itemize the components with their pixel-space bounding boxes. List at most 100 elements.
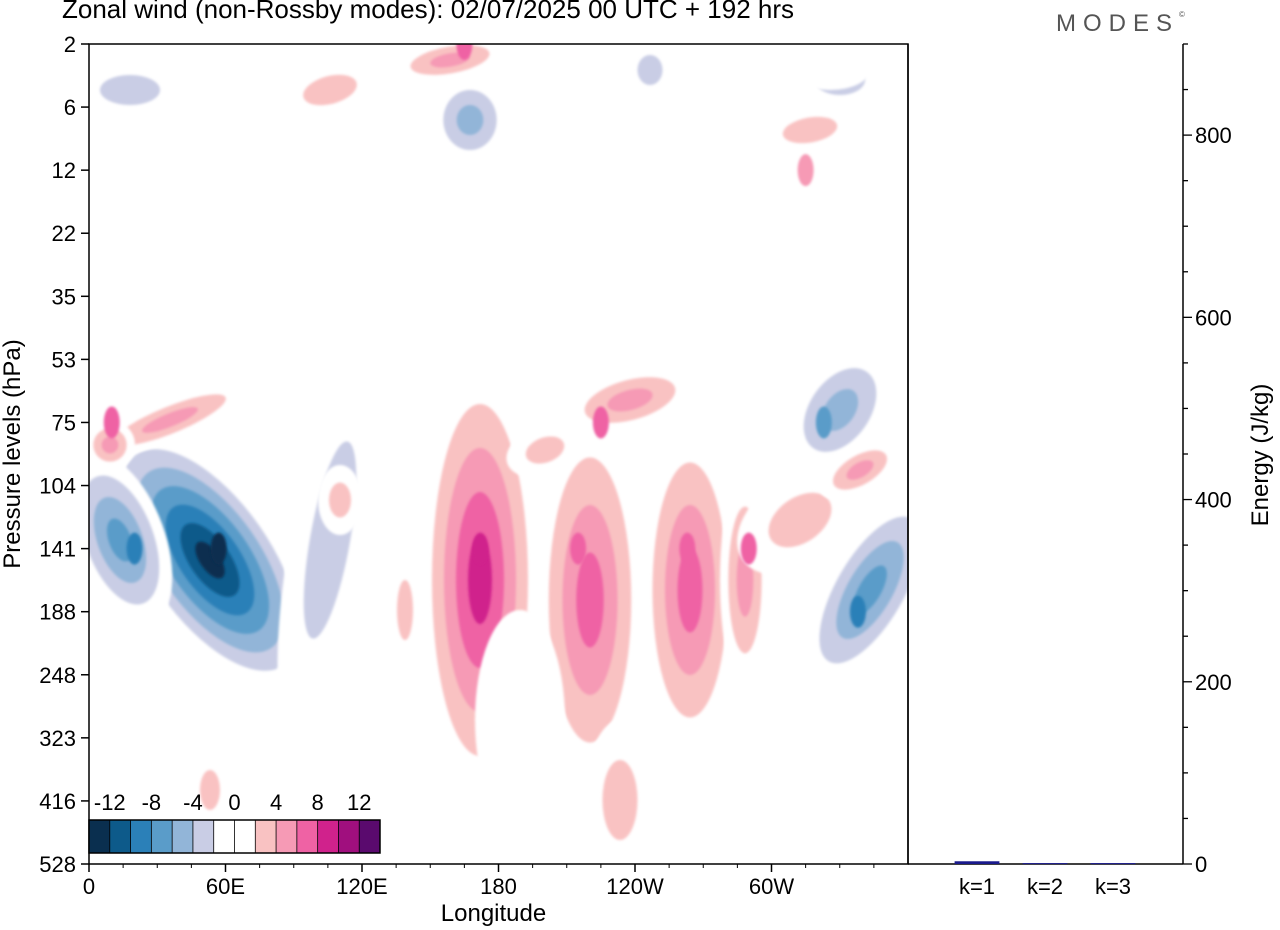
colorbar-label: -4 bbox=[183, 790, 203, 815]
field-contour-33-0 bbox=[870, 210, 908, 270]
field-core-8 bbox=[103, 406, 120, 439]
y-tick-label: 248 bbox=[39, 663, 76, 688]
colorbar-swatch bbox=[172, 820, 194, 853]
x-tick-label: 0 bbox=[83, 874, 95, 899]
x-tick-label: 180 bbox=[480, 874, 517, 899]
field-core-7 bbox=[740, 532, 757, 565]
y-axis: 2 6 12 22 35 53 75 104 141 188 248 323 416 528 Pressur… bbox=[0, 32, 89, 877]
energy-tick-label: 400 bbox=[1195, 488, 1232, 513]
energy-tick-label: 800 bbox=[1195, 123, 1232, 148]
field-core-2 bbox=[849, 595, 866, 628]
field-contour-0-6 bbox=[195, 541, 225, 579]
x-tick-label: 60W bbox=[749, 874, 794, 899]
x-axis-label: Longitude bbox=[441, 900, 546, 927]
field-contour-25-2 bbox=[142, 407, 198, 433]
y-tick-label: 188 bbox=[39, 600, 76, 625]
colorbar-swatch bbox=[151, 820, 173, 853]
y-tick-label: 53 bbox=[52, 347, 76, 372]
energy-category-label: k=1 bbox=[959, 874, 995, 899]
field-core-9 bbox=[592, 406, 609, 439]
field-contour-36-0 bbox=[140, 180, 220, 220]
colorbar-swatch bbox=[359, 820, 381, 853]
field-contour-9-0 bbox=[280, 130, 400, 270]
colorbar-label: -8 bbox=[142, 790, 162, 815]
field-contour-8-2 bbox=[456, 105, 484, 135]
colorbar-label: 12 bbox=[347, 790, 371, 815]
chart-title: Zonal wind (non-Rossby modes): 02/07/202… bbox=[62, 0, 794, 24]
logo-text: MODES bbox=[1056, 10, 1180, 37]
wind-field bbox=[89, 44, 908, 864]
field-contour-13-0 bbox=[700, 750, 740, 850]
energy-axis-label: Energy (J/kg) bbox=[1247, 384, 1274, 527]
energy-tick-label: 600 bbox=[1195, 305, 1232, 330]
x-axis: 0 60E 120E 180 120W 60W Longitude bbox=[83, 864, 875, 927]
colorbar-swatch bbox=[213, 820, 235, 853]
field-contour-38-1 bbox=[200, 770, 220, 810]
energy-bar bbox=[1022, 863, 1068, 865]
x-tick-label: 60E bbox=[206, 874, 245, 899]
y-tick-label: 104 bbox=[39, 474, 76, 499]
colorbar-label: 4 bbox=[270, 790, 282, 815]
y-tick-label: 323 bbox=[39, 726, 76, 751]
field-contour-27-1 bbox=[768, 492, 832, 548]
colorbar-swatch bbox=[296, 820, 319, 853]
y-tick-label: 6 bbox=[64, 95, 76, 120]
field-contour-21-1 bbox=[397, 580, 413, 640]
energy-category-label: k=2 bbox=[1027, 874, 1063, 899]
colorbar-swatch bbox=[109, 820, 132, 853]
y-tick-label: 416 bbox=[39, 789, 76, 814]
field-contour-12-0 bbox=[870, 100, 908, 180]
colorbar-label: -12 bbox=[94, 790, 126, 815]
y-tick-label: 528 bbox=[39, 852, 76, 877]
field-contour-10-1 bbox=[637, 55, 663, 85]
y-tick-label: 141 bbox=[39, 537, 76, 562]
field-core-3 bbox=[815, 406, 832, 439]
colorbar-swatch bbox=[234, 820, 256, 853]
field-contour-19-0 bbox=[475, 610, 565, 830]
field-contour-30-1 bbox=[303, 74, 357, 106]
field-contour-34-0 bbox=[822, 245, 858, 295]
field-contour-23-2 bbox=[607, 388, 653, 412]
field-core-10 bbox=[797, 154, 814, 187]
field-contour-28-2 bbox=[846, 460, 874, 480]
colorbar-swatch bbox=[276, 820, 298, 853]
energy-category-label: k=3 bbox=[1095, 874, 1131, 899]
energy-bar bbox=[1090, 863, 1136, 865]
energy-tick-label: 200 bbox=[1195, 670, 1232, 695]
colorbar-label: 0 bbox=[228, 790, 240, 815]
colorbar: -12 -8 -4 0 4 8 12 bbox=[88, 790, 381, 854]
field-contour-32-0 bbox=[790, 50, 870, 90]
field-core-5 bbox=[570, 532, 587, 565]
field-contour-37-0 bbox=[585, 162, 655, 198]
field-contour-40-0 bbox=[90, 225, 110, 255]
field-contour-16-3 bbox=[576, 552, 604, 648]
field-core-11 bbox=[456, 44, 473, 60]
y-tick-label: 12 bbox=[52, 158, 76, 183]
colorbar-swatch bbox=[338, 820, 360, 853]
y-tick-label: 75 bbox=[52, 410, 76, 435]
energy-bar bbox=[954, 861, 1000, 864]
field-contour-14-0 bbox=[110, 320, 190, 380]
field-contour-26-2 bbox=[101, 436, 119, 454]
field-core-6 bbox=[679, 532, 696, 565]
colorbar-swatch bbox=[130, 820, 152, 853]
y-tick-label: 2 bbox=[64, 32, 76, 57]
field-contour-39-0 bbox=[278, 330, 302, 360]
field-contour-17-3 bbox=[677, 547, 703, 633]
field-core-0 bbox=[210, 532, 227, 565]
y-axis-label: Pressure levels (hPa) bbox=[0, 339, 26, 568]
field-core-1 bbox=[126, 532, 143, 565]
field-contour-35-0 bbox=[693, 256, 747, 324]
field-contour-22-1 bbox=[329, 482, 351, 518]
field-contour-20-1 bbox=[602, 760, 638, 840]
modes-logo: MODES© bbox=[1056, 10, 1185, 37]
field-contour-24-1 bbox=[525, 436, 565, 464]
field-contour-7-1 bbox=[100, 75, 160, 105]
y-tick-label: 22 bbox=[52, 221, 76, 246]
x-tick-label: 120E bbox=[336, 874, 387, 899]
field-core-4 bbox=[472, 532, 489, 565]
colorbar-label: 8 bbox=[312, 790, 324, 815]
colorbar-swatch bbox=[317, 820, 339, 853]
x-tick-label: 120W bbox=[606, 874, 664, 899]
